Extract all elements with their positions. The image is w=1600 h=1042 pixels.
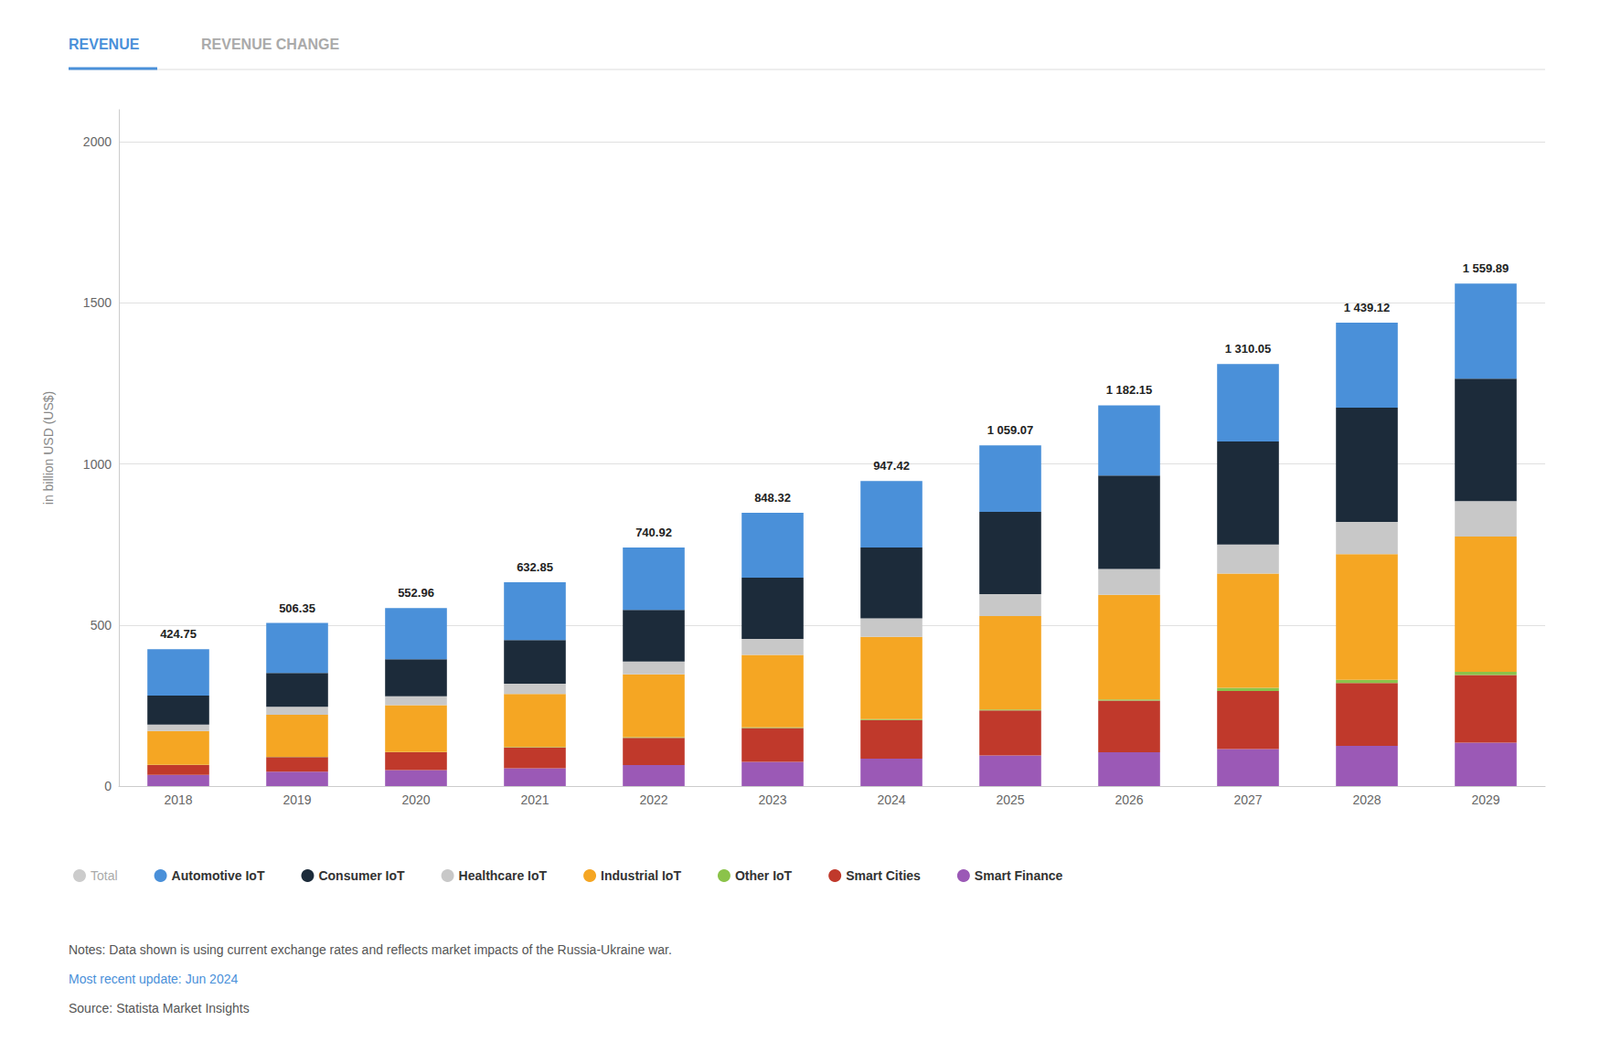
- svg-text:Consumer IoT: Consumer IoT: [318, 868, 406, 884]
- svg-text:632.85: 632.85: [516, 560, 554, 575]
- svg-text:2028: 2028: [1352, 792, 1381, 808]
- svg-text:1 182.15: 1 182.15: [1106, 383, 1153, 397]
- svg-text:740.92: 740.92: [635, 525, 672, 540]
- svg-text:2019: 2019: [282, 792, 311, 808]
- svg-text:848.32: 848.32: [754, 490, 791, 505]
- svg-text:Automotive IoT: Automotive IoT: [171, 868, 266, 884]
- svg-text:0: 0: [104, 778, 112, 794]
- svg-text:552.96: 552.96: [397, 586, 435, 600]
- svg-text:1 439.12: 1 439.12: [1344, 300, 1391, 315]
- svg-text:2025: 2025: [995, 792, 1024, 808]
- svg-text:2029: 2029: [1471, 792, 1500, 808]
- svg-text:REVENUE: REVENUE: [68, 36, 140, 53]
- svg-text:2027: 2027: [1233, 792, 1262, 808]
- svg-text:Other IoT: Other IoT: [735, 868, 793, 884]
- svg-text:2020: 2020: [401, 792, 430, 808]
- svg-text:1 310.05: 1 310.05: [1225, 341, 1272, 356]
- svg-text:Source: Statista Market Insigh: Source: Statista Market Insights: [68, 1001, 250, 1016]
- svg-text:2018: 2018: [163, 792, 192, 808]
- svg-text:Total: Total: [90, 868, 118, 884]
- svg-text:Smart Finance: Smart Finance: [974, 868, 1064, 884]
- svg-text:2024: 2024: [876, 792, 906, 808]
- svg-text:Most recent update: Jun 2024: Most recent update: Jun 2024: [68, 971, 238, 987]
- svg-text:Industrial IoT: Industrial IoT: [600, 868, 682, 884]
- svg-text:500: 500: [90, 618, 113, 633]
- svg-text:1 559.89: 1 559.89: [1462, 261, 1510, 276]
- svg-text:REVENUE CHANGE: REVENUE CHANGE: [201, 36, 340, 53]
- svg-text:Notes: Data shown is using cur: Notes: Data shown is using current excha…: [68, 942, 672, 958]
- svg-text:506.35: 506.35: [278, 601, 316, 616]
- svg-text:Healthcare IoT: Healthcare IoT: [458, 868, 548, 884]
- svg-text:1 059.07: 1 059.07: [987, 423, 1035, 438]
- svg-text:Smart Cities: Smart Cities: [845, 868, 921, 884]
- svg-text:2000: 2000: [83, 134, 112, 150]
- svg-text:2023: 2023: [757, 792, 787, 808]
- svg-text:1000: 1000: [83, 457, 112, 472]
- svg-text:2026: 2026: [1114, 792, 1143, 808]
- svg-text:2021: 2021: [520, 792, 549, 808]
- svg-text:2022: 2022: [639, 792, 668, 808]
- svg-text:424.75: 424.75: [160, 627, 197, 641]
- svg-text:in billion USD (US$): in billion USD (US$): [41, 391, 56, 505]
- svg-text:1500: 1500: [83, 295, 112, 310]
- svg-text:947.42: 947.42: [873, 458, 910, 473]
